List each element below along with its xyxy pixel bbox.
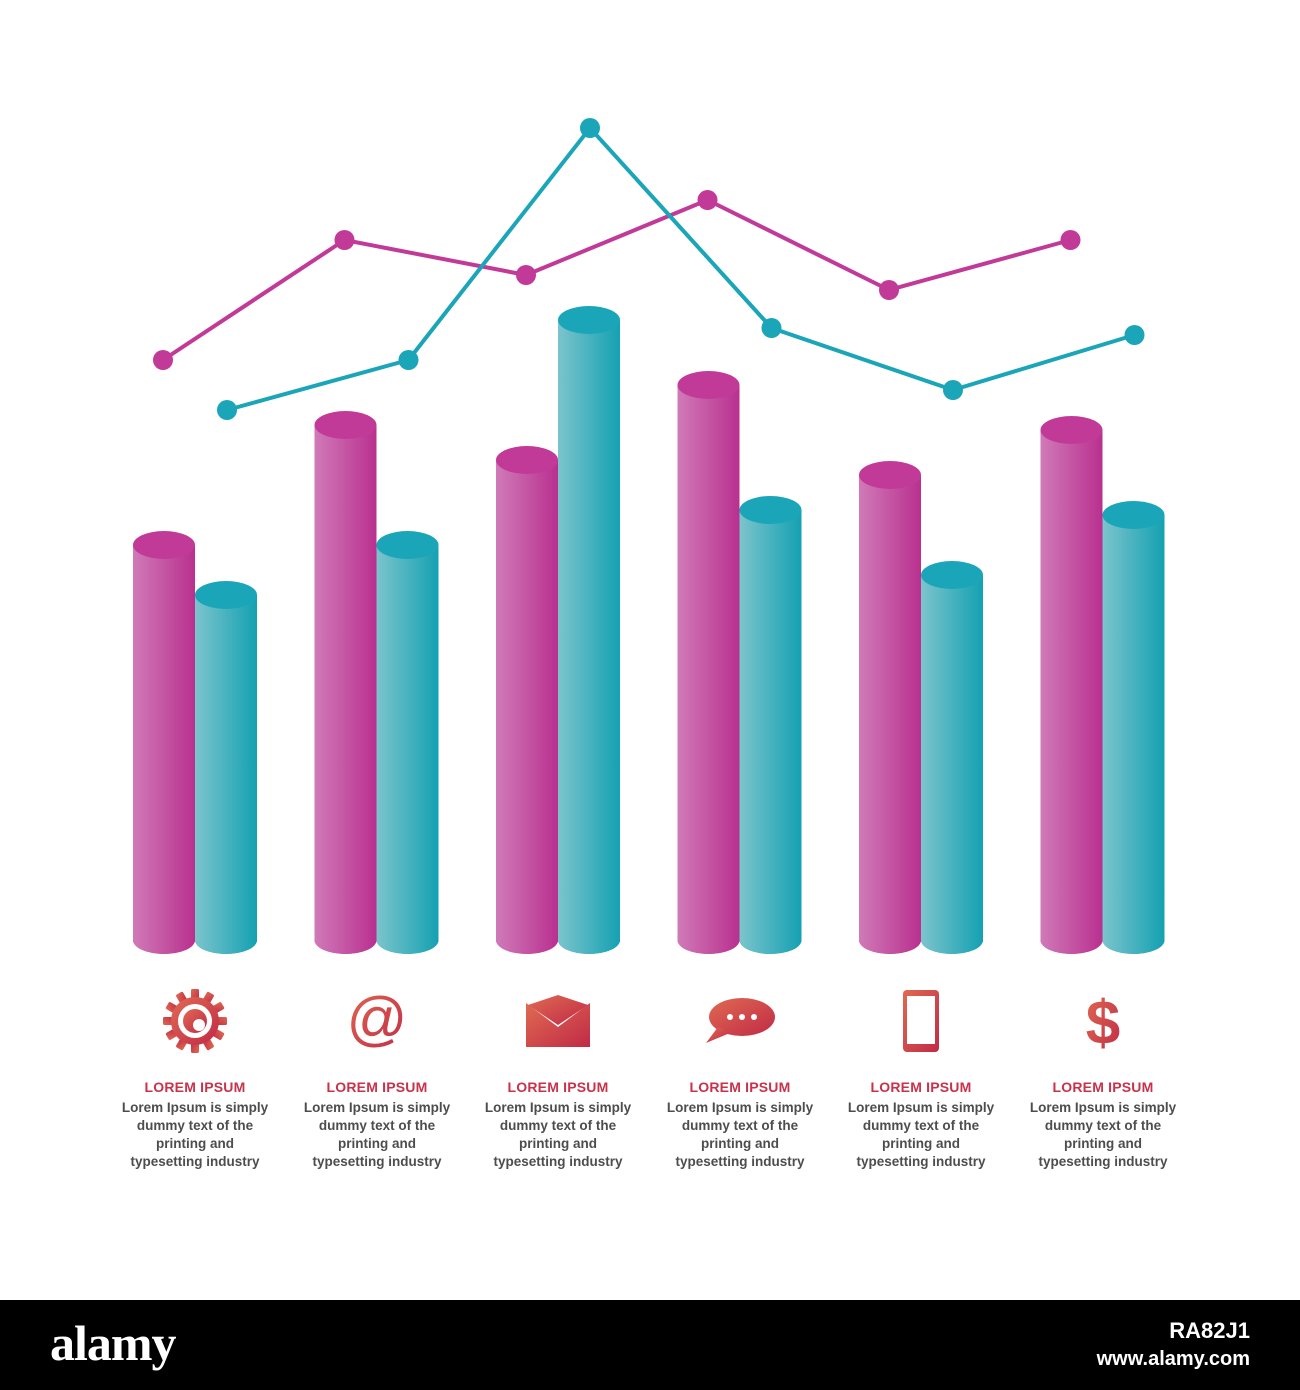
line-point-magenta-4 xyxy=(697,190,718,210)
column-title: LOREM IPSUM xyxy=(689,1079,791,1095)
info-column-6: $ LOREM IPSUM Lorem Ipsum is simply dummy … xyxy=(1003,985,1203,1171)
site-url: www.alamy.com xyxy=(1096,1348,1250,1370)
bar-magenta-1 xyxy=(133,531,195,954)
line-point-magenta-6 xyxy=(1060,230,1081,250)
info-column-5: LOREM IPSUM Lorem Ipsum is simply dummy t… xyxy=(821,985,1021,1171)
brand-logo: alamy xyxy=(50,1315,177,1371)
footer-bar: alamy RA82J1 www.alamy.com xyxy=(0,1300,1300,1390)
line-point-teal-6 xyxy=(1124,325,1145,345)
bar-magenta-5 xyxy=(859,461,921,954)
column-description: Lorem Ipsum is simply dummy text of the … xyxy=(666,1100,814,1169)
bar-teal-6 xyxy=(1102,501,1165,954)
column-description: Lorem Ipsum is simply dummy text of the … xyxy=(1029,1100,1177,1169)
line-point-teal-1 xyxy=(217,400,237,420)
bar-teal-4 xyxy=(739,496,802,954)
column-title: LOREM IPSUM xyxy=(326,1079,428,1095)
line-point-magenta-5 xyxy=(879,280,899,300)
footer-info: RA82J1 www.alamy.com xyxy=(1097,1318,1250,1371)
bar-magenta-3 xyxy=(496,446,558,954)
bar-group xyxy=(133,306,1165,954)
gear-icon xyxy=(95,985,295,1057)
column-title: LOREM IPSUM xyxy=(507,1079,609,1095)
bar-magenta-2 xyxy=(314,411,377,954)
at-sign-icon: @ xyxy=(277,985,477,1057)
column-description: Lorem Ipsum is simply dummy text of the … xyxy=(121,1100,269,1169)
bar-teal-2 xyxy=(376,531,439,954)
envelope-icon xyxy=(458,985,658,1057)
chat-bubble-icon xyxy=(640,985,840,1057)
svg-text:$: $ xyxy=(1086,989,1120,1054)
dollar-icon: $ xyxy=(1003,985,1203,1057)
column-description: Lorem Ipsum is simply dummy text of the … xyxy=(847,1100,995,1169)
line-point-teal-5 xyxy=(943,380,963,400)
column-description: Lorem Ipsum is simply dummy text of the … xyxy=(303,1100,451,1169)
bar-teal-5 xyxy=(921,561,983,954)
line-point-magenta-3 xyxy=(516,265,536,285)
info-column-4: LOREM IPSUM Lorem Ipsum is simply dummy t… xyxy=(640,985,840,1171)
line-series-magenta xyxy=(161,198,1072,362)
bar-teal-1 xyxy=(195,581,257,954)
bar-magenta-6 xyxy=(1040,416,1103,954)
bar-magenta-4 xyxy=(677,371,740,954)
smartphone-icon xyxy=(821,985,1021,1057)
column-title: LOREM IPSUM xyxy=(1052,1079,1154,1095)
image-id: RA82J1 xyxy=(1169,1318,1250,1343)
info-column-3: LOREM IPSUM Lorem Ipsum is simply dummy t… xyxy=(458,985,658,1171)
line-point-teal-3 xyxy=(580,118,600,138)
line-series-teal xyxy=(226,126,1136,412)
info-column-1: LOREM IPSUM Lorem Ipsum is simply dummy t… xyxy=(95,985,295,1171)
line-point-teal-2 xyxy=(398,350,419,370)
line-group xyxy=(153,118,1145,420)
bar-teal-3 xyxy=(558,306,620,954)
line-point-magenta-1 xyxy=(153,350,173,370)
svg-text:@: @ xyxy=(347,990,408,1052)
column-title: LOREM IPSUM xyxy=(870,1079,972,1095)
column-description: Lorem Ipsum is simply dummy text of the … xyxy=(484,1100,632,1169)
line-point-magenta-2 xyxy=(334,230,355,250)
column-title: LOREM IPSUM xyxy=(144,1079,246,1095)
line-point-teal-4 xyxy=(761,318,782,338)
bar-line-chart xyxy=(133,118,1165,954)
info-column-2: @ LOREM IPSUM Lorem Ipsum is simply dummy … xyxy=(277,985,477,1171)
